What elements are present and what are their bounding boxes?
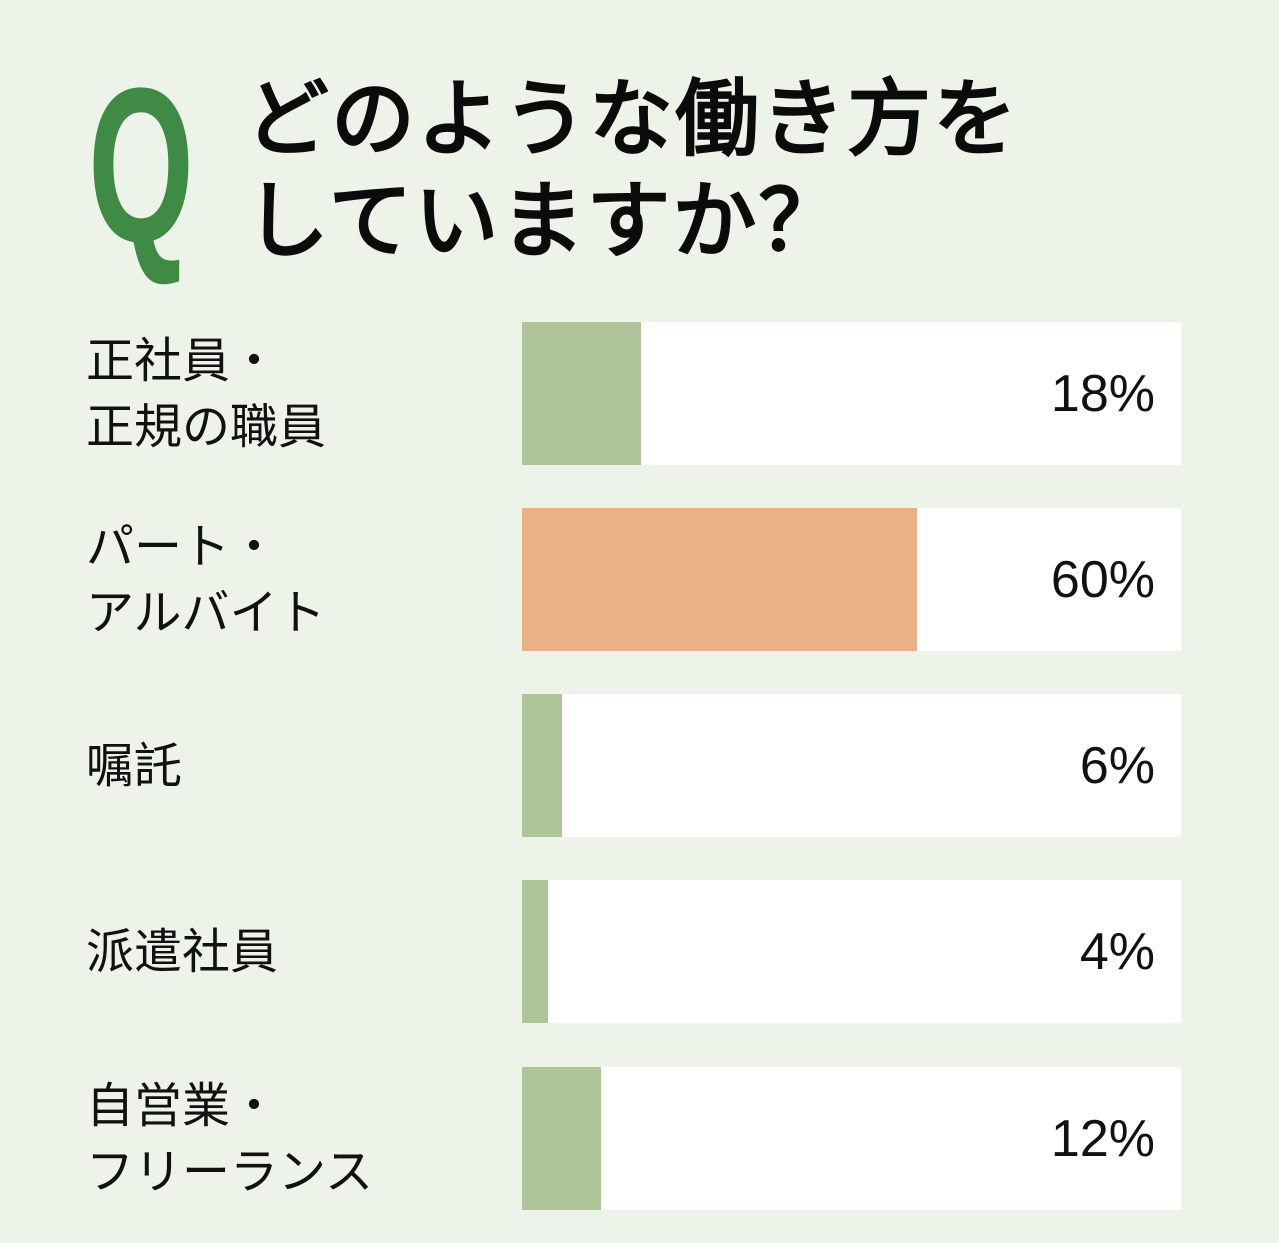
value-label: 18% [1050, 364, 1155, 423]
title-line-2: していますか？ [245, 172, 845, 270]
bar-row: 嘱託 6% [0, 694, 1279, 837]
category-label: 嘱託 [86, 694, 506, 837]
category-label-line: 正社員・ [86, 332, 279, 389]
category-label-line: 正規の職員 [86, 398, 327, 455]
category-label: 派遣社員 [86, 880, 506, 1023]
question-q-mark: Q [88, 42, 195, 288]
category-label-line: 自営業・ [86, 1077, 279, 1134]
bar-fill [522, 322, 641, 465]
category-label-line: 嘱託 [86, 737, 183, 794]
title-line-1: どのような働き方を [245, 70, 1020, 168]
category-label-line: パート・ [86, 518, 279, 575]
bar-fill-highlight [522, 508, 917, 651]
category-label-line: フリーランス [86, 1143, 374, 1200]
bar-row: 正社員・正規の職員 18% [0, 322, 1279, 465]
value-label: 6% [1079, 736, 1155, 795]
category-label: 正社員・ 正規の職員 [86, 322, 506, 465]
bar-row: 派遣社員 4% [0, 880, 1279, 1023]
category-label: 自営業・フリーランス [86, 1067, 506, 1210]
category-label-line: 派遣社員 [86, 923, 279, 980]
bar-track: 4% [522, 880, 1181, 1023]
bar-fill [522, 880, 548, 1023]
bar-track: 12% [522, 1067, 1181, 1210]
value-label: 4% [1079, 922, 1155, 981]
bar-track: 60% [522, 508, 1181, 651]
value-label: 12% [1050, 1109, 1155, 1168]
value-label: 60% [1050, 550, 1155, 609]
bar-row: パート・アルバイト 60% [0, 508, 1279, 651]
bar-fill [522, 694, 562, 837]
category-label: パート・ アルバイト [86, 508, 506, 651]
bar-track: 18% [522, 322, 1181, 465]
chart-title: どのような働き方を していますか？ [245, 68, 1019, 272]
bar-row: 自営業・フリーランス 12% [0, 1067, 1279, 1210]
bar-track: 6% [522, 694, 1181, 837]
category-label-line: アルバイト [86, 584, 326, 641]
bar-fill [522, 1067, 601, 1210]
